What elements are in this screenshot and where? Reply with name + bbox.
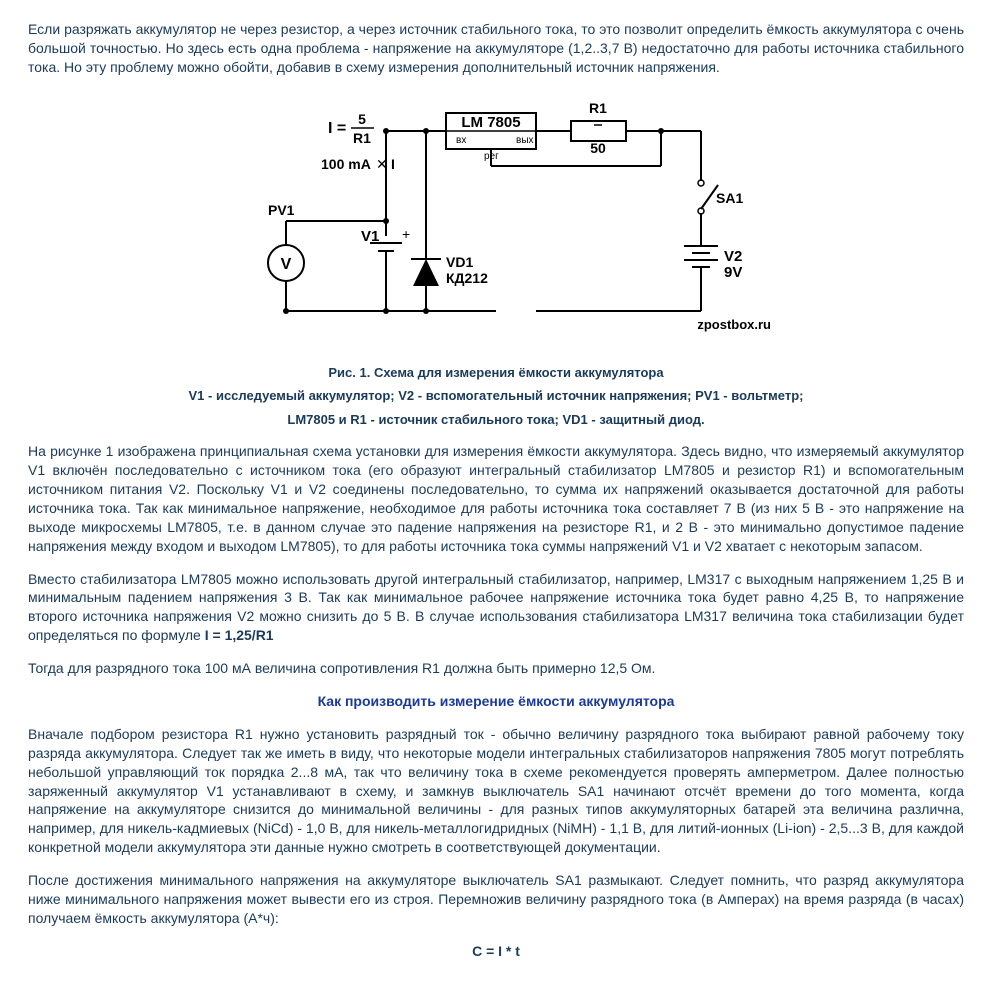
svg-text:✕: ✕ [376,156,388,172]
svg-text:SA1: SA1 [716,190,743,206]
svg-text:I =: I = [328,120,346,137]
figure-caption-1: Рис. 1. Схема для измерения ёмкости акку… [28,364,964,382]
final-formula: C = I * t [28,942,964,961]
svg-text:V1: V1 [361,228,379,245]
svg-text:R1: R1 [353,130,371,146]
svg-text:V2: V2 [724,248,742,265]
svg-text:вх: вх [456,135,466,146]
paragraph-4: Тогда для разрядного тока 100 мА величин… [28,659,964,678]
svg-text:вых: вых [516,135,534,146]
svg-text:PV1: PV1 [268,202,295,218]
intro-paragraph: Если разряжать аккумулятор не через рези… [28,20,964,77]
schematic-figure: LM 7805 вх вых рег R1 50 SA1 V2 9V [28,91,964,356]
svg-text:КД212: КД212 [446,270,488,286]
paragraph-3-formula: I = 1,25/R1 [205,627,274,643]
svg-text:VD1: VD1 [446,254,473,270]
paragraph-3: Вместо стабилизатора LM7805 можно исполь… [28,570,964,646]
paragraph-6: После достижения минимального напряжения… [28,871,964,928]
svg-text:50: 50 [590,140,606,156]
svg-text:LM 7805: LM 7805 [461,114,520,131]
svg-text:9V: 9V [724,264,742,281]
svg-text:V: V [281,256,292,273]
svg-text:5: 5 [358,111,366,127]
figure-caption-2: V1 - исследуемый аккумулятор; V2 - вспом… [28,387,964,405]
paragraph-2: На рисунке 1 изображена принципиальная с… [28,442,964,555]
paragraph-3-text: Вместо стабилизатора LM7805 можно исполь… [28,571,964,644]
svg-text:R1: R1 [589,100,607,116]
svg-text:+: + [402,226,410,242]
svg-text:100 mA: 100 mA [321,156,371,172]
subheading: Как производить измерение ёмкости аккуму… [28,692,964,711]
paragraph-5: Вначале подбором резистора R1 нужно уста… [28,725,964,857]
svg-text:I: I [391,156,395,172]
svg-text:zpostbox.ru: zpostbox.ru [697,317,771,332]
figure-caption-3: LM7805 и R1 - источник стабильного тока;… [28,411,964,429]
